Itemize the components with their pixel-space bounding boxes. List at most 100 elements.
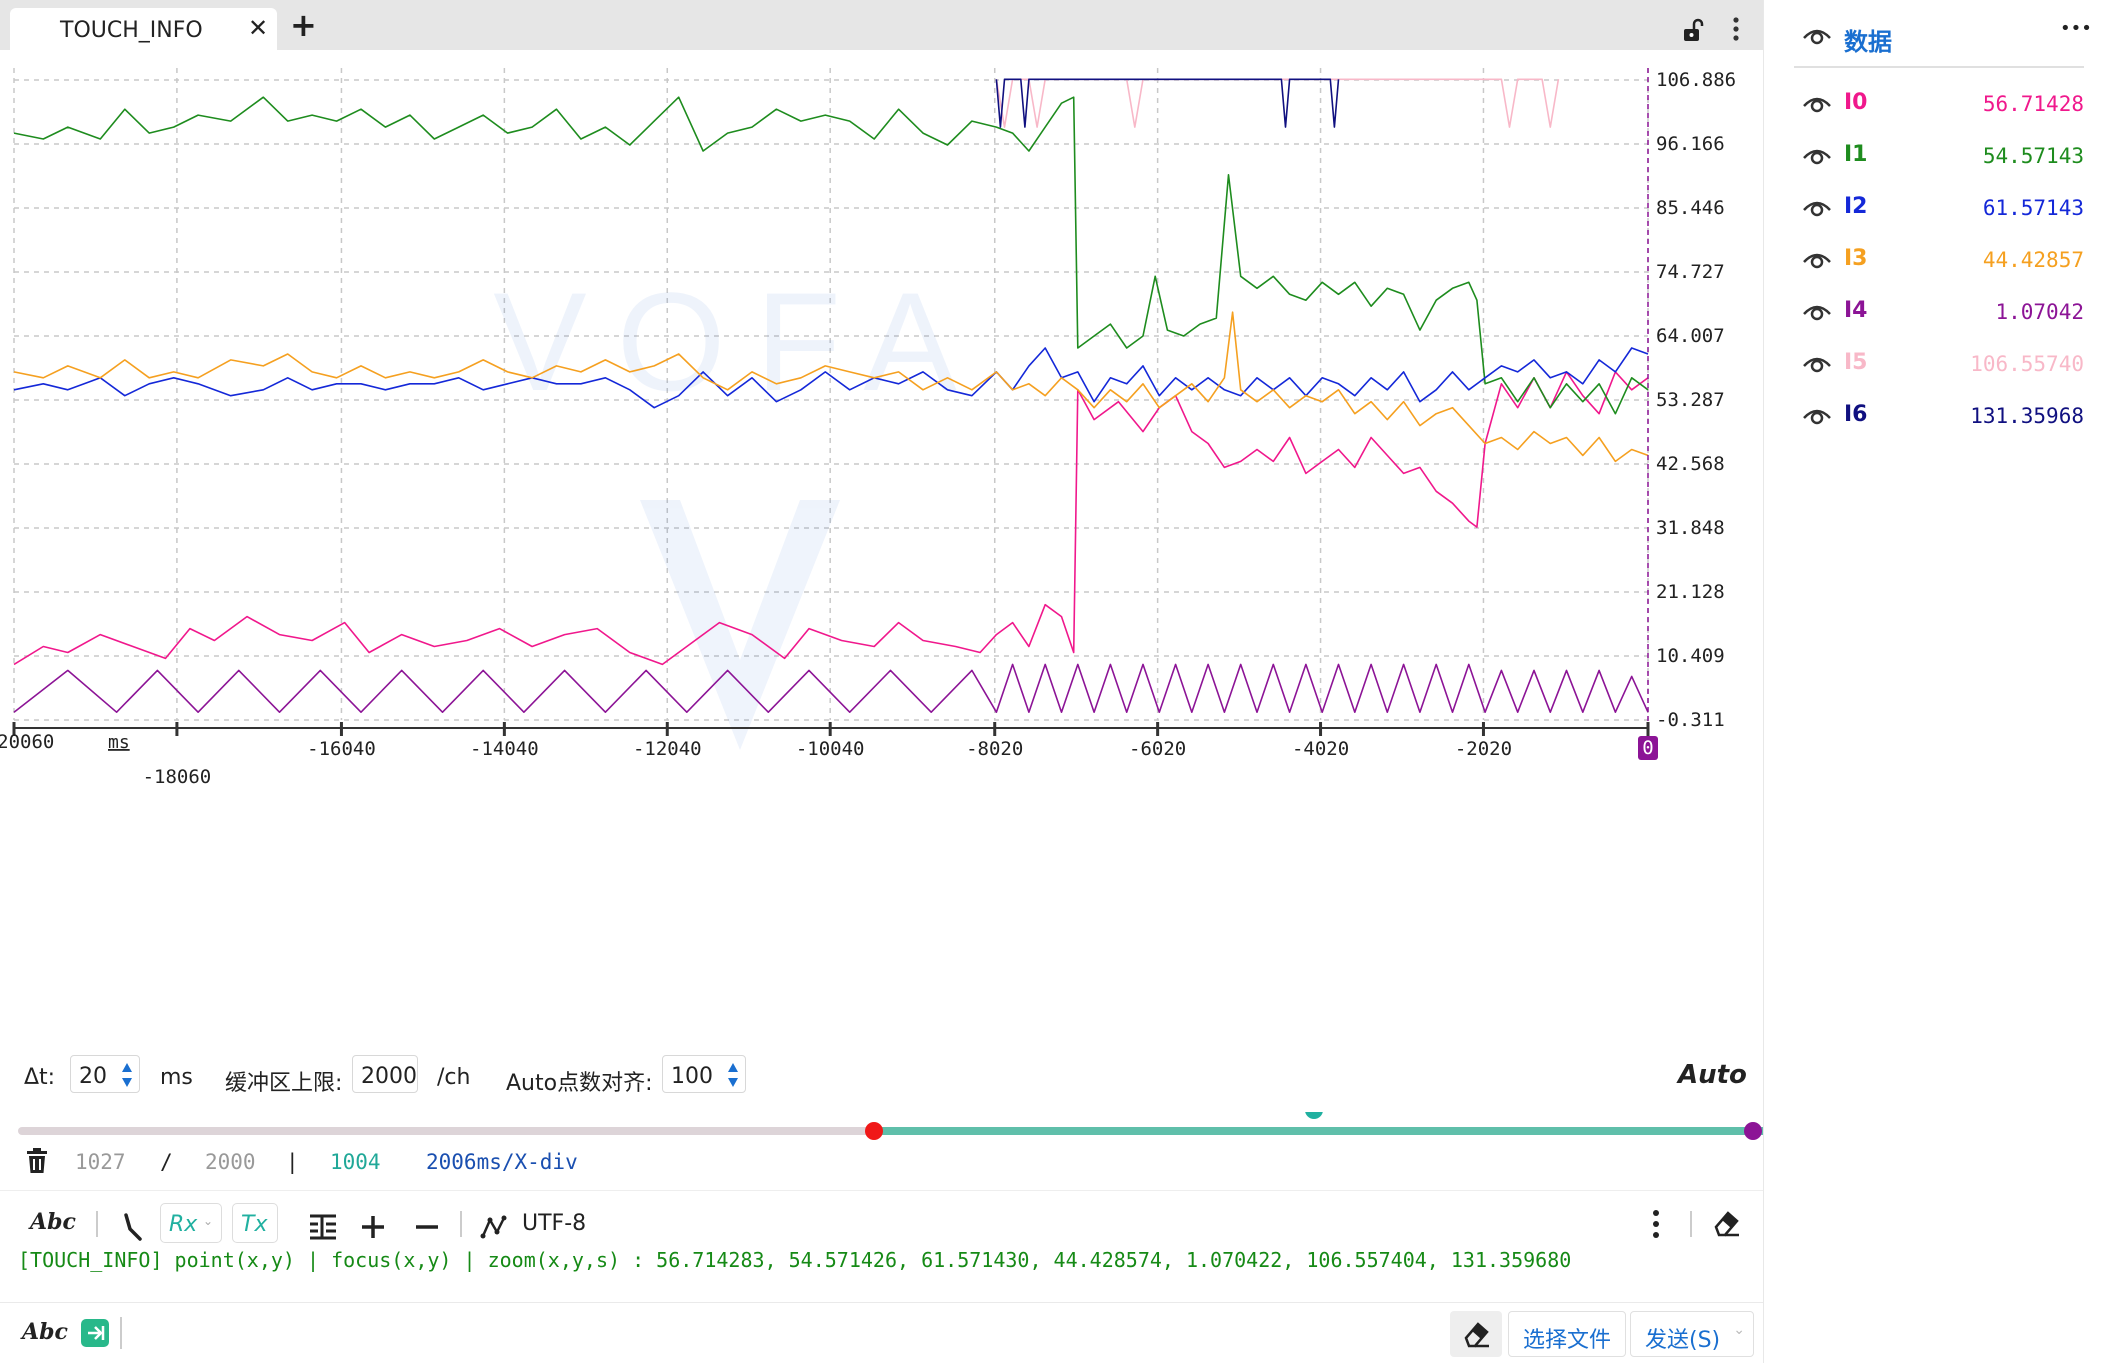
plot-axes: [12, 68, 1650, 736]
range-slider[interactable]: [18, 1112, 1763, 1152]
minus-icon[interactable]: [414, 1209, 440, 1245]
dt-unit: ms: [160, 1065, 193, 1090]
close-icon[interactable]: ✕: [248, 14, 269, 42]
trash-icon[interactable]: [26, 1148, 48, 1174]
rx-toggle[interactable]: Rx ⌄: [160, 1203, 222, 1243]
tab-bar: TOUCH_INFO ✕ +: [0, 0, 1763, 50]
chevron-down-icon: ⌄: [203, 1214, 214, 1228]
buffer-current: 1027: [75, 1150, 126, 1174]
series-line-i5: [995, 78, 1560, 128]
x-cursor-badge: [1638, 736, 1658, 760]
buffer-separator: |: [286, 1150, 299, 1174]
rx-output-text: [TOUCH_INFO] point(x,y) | focus(x,y) | z…: [18, 1248, 1572, 1272]
channel-row[interactable]: I3 44.42857: [1794, 240, 2084, 280]
y-tick-label: 53.287: [1656, 389, 1725, 411]
buffer-input[interactable]: 2000: [352, 1055, 418, 1093]
slider-end-handle[interactable]: [1744, 1122, 1762, 1140]
channel-name: I4: [1844, 298, 1868, 323]
y-tick-labels: 106.886 96.166 85.446 74.727 64.007 53.287 42.…: [1656, 69, 1736, 731]
align-value: 100: [671, 1064, 713, 1089]
data-panel: 数据 ••• I0 56.71428 I1 54.57143 I2 61.57143 I3 4…: [1763, 0, 2106, 1363]
x-axis-unit: ms: [108, 732, 130, 753]
more-vertical-icon[interactable]: [1650, 1209, 1662, 1239]
channel-name: I3: [1844, 246, 1868, 271]
y-tick-label: 10.409: [1656, 645, 1725, 667]
align-spinbox[interactable]: 100: [662, 1055, 746, 1093]
x-tick-label: 0: [1642, 737, 1653, 759]
chevron-down-icon[interactable]: ⌄: [1733, 1322, 1745, 1338]
x-tick-labels: -20060 -18060 -16040 -14040 -12040 -10040 -802…: [0, 731, 1658, 788]
eye-icon[interactable]: [1802, 198, 1832, 218]
encoding-select[interactable]: UTF-8: [522, 1211, 587, 1236]
eye-icon[interactable]: [1802, 250, 1832, 270]
abc-format-button[interactable]: Abc: [30, 1209, 76, 1235]
x-tick-label: -20060: [0, 731, 54, 753]
vofa-watermark: VOFA: [493, 263, 957, 750]
settings-row: Δt: 20 ms 缓冲区上限: 2000 /ch Auto点数对齐: 100 …: [0, 1045, 1763, 1105]
plus-icon[interactable]: [360, 1209, 386, 1245]
channel-row[interactable]: I6 131.35968: [1794, 396, 2084, 436]
channel-row[interactable]: I1 54.57143: [1794, 136, 2084, 176]
cursor-icon[interactable]: [120, 1209, 146, 1245]
channel-row[interactable]: I2 61.57143: [1794, 188, 2084, 228]
x-tick-label: -2020: [1455, 738, 1512, 760]
clear-send-button[interactable]: [1450, 1311, 1502, 1357]
slider-range: [874, 1127, 1763, 1135]
dt-label: Δt:: [24, 1065, 56, 1090]
channel-value: 54.57143: [1982, 144, 2084, 168]
auto-button[interactable]: Auto: [1678, 1060, 1747, 1090]
send-button[interactable]: 发送(S) ⌄: [1630, 1311, 1754, 1357]
eye-icon[interactable]: [1802, 146, 1832, 166]
channel-value: 44.42857: [1982, 248, 2084, 272]
add-tab-button[interactable]: +: [290, 6, 317, 44]
divider: [460, 1211, 462, 1237]
unlock-icon[interactable]: [1681, 18, 1705, 42]
channel-row[interactable]: I5 106.55740: [1794, 344, 2084, 384]
eye-icon[interactable]: [1802, 94, 1832, 114]
spin-arrows-icon[interactable]: [121, 1061, 133, 1089]
tx-label: Tx: [241, 1212, 268, 1237]
divider: [96, 1211, 98, 1237]
tab-touch-info[interactable]: TOUCH_INFO ✕: [10, 8, 277, 50]
waveform-plot[interactable]: VOFA 106.886 96.166 85.446 74.727 64.007 53.2…: [0, 50, 1763, 1040]
eraser-icon[interactable]: [1712, 1209, 1740, 1237]
y-tick-label: 85.446: [1656, 197, 1725, 219]
y-tick-label: 106.886: [1656, 69, 1736, 91]
x-tick-label: -12040: [633, 738, 702, 760]
buffer-unit: /ch: [437, 1065, 471, 1090]
send-input[interactable]: [136, 1307, 1436, 1359]
channel-value: 56.71428: [1982, 92, 2084, 116]
slider-start-handle[interactable]: [865, 1122, 883, 1140]
send-label: 发送(S): [1645, 1328, 1721, 1353]
send-format-button[interactable]: Abc: [22, 1319, 68, 1345]
choose-file-button[interactable]: 选择文件: [1508, 1311, 1626, 1357]
tx-toggle[interactable]: Tx: [232, 1203, 278, 1243]
x-tick-label: -10040: [796, 738, 865, 760]
dt-spinbox[interactable]: 20: [70, 1055, 140, 1093]
y-tick-label: 96.166: [1656, 133, 1725, 155]
more-horizontal-icon[interactable]: •••: [2060, 18, 2092, 39]
panel-title: 数据: [1844, 28, 1892, 56]
series-line-i0: [13, 371, 1649, 666]
text-wrap-icon[interactable]: [308, 1209, 338, 1245]
slider-mid-handle[interactable]: [1305, 1112, 1323, 1119]
eye-icon[interactable]: [1802, 26, 1832, 46]
channel-row[interactable]: I4 1.07042: [1794, 292, 2084, 332]
eye-icon[interactable]: [1802, 302, 1832, 322]
eye-icon[interactable]: [1802, 354, 1832, 374]
y-tick-label: 64.007: [1656, 325, 1725, 347]
y-tick-label: 74.727: [1656, 261, 1725, 283]
y-tick-label: 42.568: [1656, 453, 1725, 475]
more-vertical-icon[interactable]: [1727, 16, 1745, 42]
x-tick-label: -8020: [966, 738, 1023, 760]
spin-arrows-icon[interactable]: [727, 1061, 739, 1089]
encoding-icon: [480, 1215, 507, 1239]
rx-toolbar: Abc Rx ⌄ Tx UTF-8: [0, 1190, 1763, 1250]
channel-row[interactable]: I0 56.71428: [1794, 84, 2084, 124]
eraser-icon: [1464, 1322, 1489, 1348]
eye-icon[interactable]: [1802, 406, 1832, 426]
x-tick-label: -18060: [143, 766, 212, 788]
send-mode-icon[interactable]: [80, 1318, 110, 1348]
channel-value: 131.35968: [1970, 404, 2084, 428]
buffer-status-row: 1027 / 2000 | 1004 2006ms/X-div: [0, 1142, 1763, 1182]
